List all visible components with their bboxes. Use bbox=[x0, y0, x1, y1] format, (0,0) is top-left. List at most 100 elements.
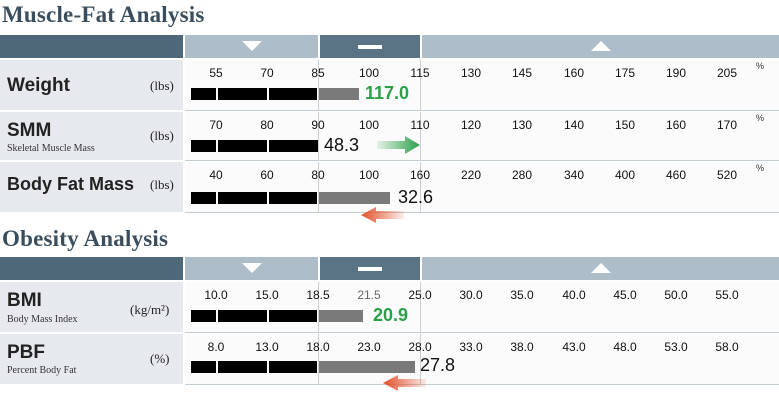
weight-row: Weight (lbs) 55 70 85 100 115 130 145 16… bbox=[0, 60, 779, 111]
obesity-title: Obesity Analysis bbox=[2, 226, 169, 251]
tick-label: 145 bbox=[511, 66, 533, 80]
muscle-fat-title: Muscle-Fat Analysis bbox=[2, 2, 205, 27]
tick-label: 520 bbox=[716, 168, 738, 182]
tick-label: 120 bbox=[460, 118, 482, 132]
tick-label: 130 bbox=[460, 66, 482, 80]
bmi-unit: (kg/m²) bbox=[130, 302, 170, 317]
body-fat-mass-bar bbox=[191, 192, 390, 204]
tick-label: 21.5 bbox=[357, 288, 381, 302]
tick-label: 140 bbox=[563, 118, 585, 132]
pbf-sublabel: Percent Body Fat bbox=[7, 365, 77, 376]
muscle-fat-range-header bbox=[0, 35, 779, 58]
pbf-row: PBF Percent Body Fat (%) 8.0 13.0 18.0 2… bbox=[0, 334, 779, 385]
tick-label: 40 bbox=[209, 168, 223, 182]
pbf-unit: (%) bbox=[150, 351, 170, 366]
weight-label: Weight bbox=[7, 75, 70, 96]
pbf-value: 27.8 bbox=[420, 355, 456, 375]
bmi-row: BMI Body Mass Index (kg/m²) 10.0 15.0 18… bbox=[0, 282, 779, 333]
tick-label: 43.0 bbox=[562, 340, 586, 354]
tick-label: 280 bbox=[511, 168, 533, 182]
smm-bar bbox=[191, 140, 318, 152]
body-fat-mass-label: Body Fat Mass bbox=[7, 174, 135, 194]
arrow-left-red-icon bbox=[383, 375, 426, 391]
weight-value: 117.0 bbox=[365, 83, 410, 103]
smm-sublabel: Skeletal Muscle Mass bbox=[7, 143, 95, 154]
tick-label: 160 bbox=[409, 168, 431, 182]
percent-sign: % bbox=[756, 113, 765, 123]
arrow-right-green-icon bbox=[377, 136, 420, 154]
smm-graph: 70 80 90 100 110 120 130 140 150 160 170… bbox=[185, 112, 779, 161]
tick-label: 80 bbox=[311, 168, 325, 182]
tick-label: 18.0 bbox=[306, 340, 330, 354]
tick-label: 400 bbox=[614, 168, 636, 182]
tick-label: 55 bbox=[209, 66, 223, 80]
body-fat-mass-row: Body Fat Mass (lbs) 40 60 80 100 160 220… bbox=[0, 162, 779, 213]
dash-icon bbox=[358, 267, 382, 271]
tick-label: 170 bbox=[716, 118, 738, 132]
tick-label: 100 bbox=[358, 66, 380, 80]
tick-label: 28.0 bbox=[408, 340, 432, 354]
smm-unit: (lbs) bbox=[150, 128, 174, 143]
dash-icon bbox=[358, 45, 382, 49]
tick-label: 190 bbox=[665, 66, 687, 80]
tick-label: 220 bbox=[460, 168, 482, 182]
tick-label: 35.0 bbox=[510, 288, 534, 302]
pbf-graph: 8.0 13.0 18.0 23.0 28.0 33.0 38.0 43.0 4… bbox=[185, 334, 779, 385]
tick-label: 100 bbox=[358, 118, 380, 132]
tick-label: 15.0 bbox=[255, 288, 279, 302]
tick-label: 60 bbox=[260, 168, 274, 182]
pbf-bar bbox=[191, 361, 415, 373]
weight-graph: 55 70 85 100 115 130 145 160 175 190 205… bbox=[185, 60, 779, 111]
tick-label: 70 bbox=[209, 118, 223, 132]
weight-unit: (lbs) bbox=[150, 78, 174, 93]
tick-label: 55.0 bbox=[715, 288, 739, 302]
body-fat-mass-unit: (lbs) bbox=[150, 177, 174, 192]
tick-label: 25.0 bbox=[408, 288, 432, 302]
body-fat-mass-value: 32.6 bbox=[398, 187, 434, 207]
tick-label: 8.0 bbox=[207, 340, 225, 354]
tick-label: 340 bbox=[563, 168, 585, 182]
tick-label: 48.0 bbox=[613, 340, 637, 354]
triangle-up-icon bbox=[590, 263, 611, 273]
tick-label: 160 bbox=[665, 118, 687, 132]
tick-label: 53.0 bbox=[664, 340, 688, 354]
tick-label: 175 bbox=[614, 66, 636, 80]
tick-label: 100 bbox=[358, 168, 380, 182]
body-fat-mass-graph: 40 60 80 100 160 220 280 340 400 460 520… bbox=[185, 162, 779, 213]
tick-label: 13.0 bbox=[255, 340, 279, 354]
tick-label: 38.0 bbox=[510, 340, 534, 354]
triangle-up-icon bbox=[590, 41, 611, 51]
tick-label: 85 bbox=[311, 66, 325, 80]
tick-label: 460 bbox=[665, 168, 687, 182]
obesity-range-header bbox=[0, 257, 779, 280]
tick-label: 70 bbox=[260, 66, 274, 80]
tick-label: 10.0 bbox=[204, 288, 228, 302]
bmi-bar bbox=[191, 310, 363, 322]
pbf-label: PBF bbox=[7, 342, 45, 363]
weight-bar bbox=[191, 88, 359, 100]
bmi-sublabel: Body Mass Index bbox=[7, 314, 78, 325]
smm-label: SMM bbox=[7, 120, 52, 141]
tick-label: 40.0 bbox=[562, 288, 586, 302]
tick-label: 23.0 bbox=[357, 340, 381, 354]
tick-label: 50.0 bbox=[664, 288, 688, 302]
tick-label: 160 bbox=[563, 66, 585, 80]
tick-label: 30.0 bbox=[459, 288, 483, 302]
triangle-down-icon bbox=[241, 41, 262, 51]
tick-label: 110 bbox=[410, 118, 430, 132]
tick-label: 150 bbox=[614, 118, 636, 132]
tick-label: 45.0 bbox=[613, 288, 637, 302]
arrow-left-red-icon bbox=[361, 207, 404, 223]
bmi-value: 20.9 bbox=[373, 305, 409, 325]
triangle-down-icon bbox=[241, 263, 262, 273]
smm-row: SMM Skeletal Muscle Mass (lbs) 70 80 90 … bbox=[0, 112, 779, 161]
tick-label: 130 bbox=[511, 118, 533, 132]
bmi-label: BMI bbox=[7, 290, 42, 311]
tick-label: 205 bbox=[716, 66, 738, 80]
smm-value: 48.3 bbox=[324, 135, 360, 155]
percent-sign: % bbox=[756, 61, 765, 71]
tick-label: 115 bbox=[410, 66, 430, 80]
tick-label: 18.5 bbox=[306, 288, 330, 302]
tick-label: 80 bbox=[260, 118, 274, 132]
tick-label: 33.0 bbox=[459, 340, 483, 354]
